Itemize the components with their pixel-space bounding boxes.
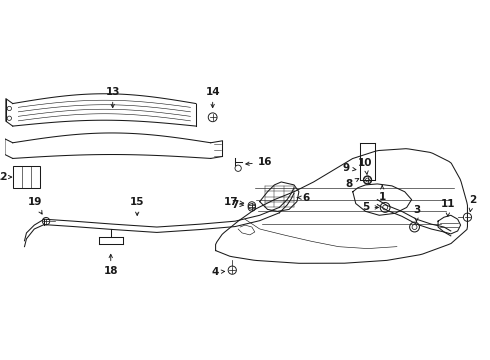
Text: 5: 5	[362, 202, 378, 212]
Text: 8: 8	[345, 179, 359, 189]
Text: 17: 17	[223, 197, 244, 207]
Text: 3: 3	[413, 205, 420, 221]
Text: 15: 15	[130, 197, 145, 215]
Text: 12: 12	[0, 172, 12, 182]
Text: 2: 2	[469, 195, 476, 212]
Text: 19: 19	[28, 197, 42, 214]
Text: 9: 9	[343, 163, 356, 173]
Text: 10: 10	[358, 158, 373, 174]
Text: 18: 18	[103, 255, 118, 276]
Text: 11: 11	[441, 199, 455, 216]
Text: 16: 16	[246, 157, 272, 167]
Text: 1: 1	[379, 186, 386, 202]
Text: 13: 13	[105, 87, 120, 108]
Text: 6: 6	[297, 193, 310, 203]
Text: 4: 4	[211, 267, 224, 277]
Text: 7: 7	[231, 199, 244, 210]
FancyBboxPatch shape	[13, 166, 40, 188]
Text: 14: 14	[205, 87, 220, 108]
